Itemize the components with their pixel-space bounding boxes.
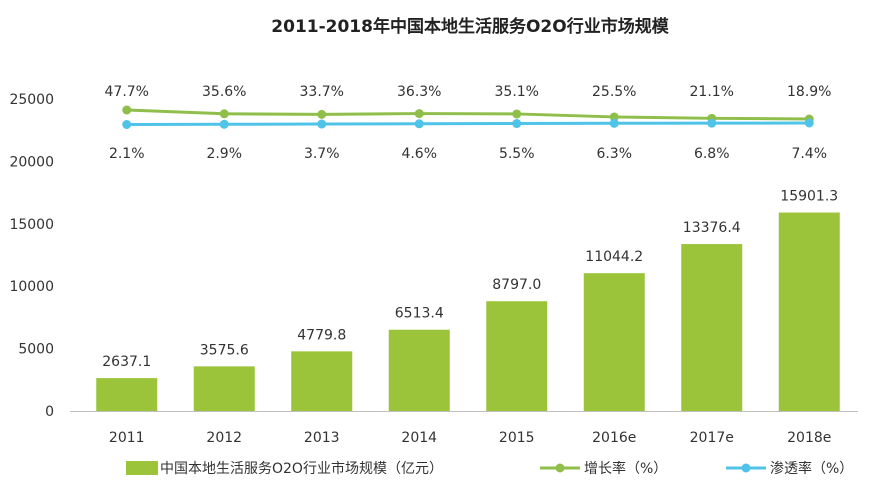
growth-rate-point [609, 112, 619, 122]
growth-rate-data-label: 33.7% [300, 84, 344, 100]
growth-rate-point [122, 105, 132, 115]
penetration-rate-legend-marker [741, 463, 751, 473]
legend: 中国本地生活服务O2O行业市场规模（亿元） 增长率（%） 渗透率（%） [126, 460, 853, 477]
lines: 47.7% 35.6% 33.7% 36.3% 35.1% 25.5% 21.1% 18.9%… [105, 84, 832, 162]
penetration-rate-point [414, 119, 424, 129]
x-tick-label: 2015 [499, 430, 535, 446]
y-tick-label: 20000 [9, 154, 54, 170]
bar [96, 378, 158, 411]
x-tick-label: 2011 [109, 430, 145, 446]
y-tick-label: 10000 [9, 279, 54, 295]
x-tick-label: 2016e [592, 430, 636, 446]
growth-rate-point [414, 109, 424, 119]
growth-rate-data-label: 21.1% [690, 84, 734, 100]
x-tick-label: 2017e [690, 430, 734, 446]
penetration-rate-data-label: 4.6% [401, 146, 437, 162]
penetration-rate-legend-label: 渗透率（%） [770, 460, 853, 477]
bar-data-label: 13376.4 [683, 220, 741, 236]
penetration-rate-data-label: 7.4% [791, 146, 827, 162]
bar [486, 301, 548, 411]
axes: 0 5000 10000 15000 20000 25000 2011 2012 2013 201… [9, 92, 858, 446]
penetration-rate-data-label: 6.3% [596, 146, 632, 162]
legend-bar-swatch [126, 461, 158, 475]
bar-data-label: 11044.2 [585, 249, 643, 265]
growth-rate-data-label: 18.9% [787, 84, 831, 100]
penetration-rate-line [126, 121, 810, 126]
penetration-rate-point [122, 120, 132, 129]
penetration-rate-point [609, 118, 619, 128]
penetration-rate-point [512, 119, 522, 129]
bars: 2637.1 3575.6 4779.8 6513.4 8797.0 11044.2 133… [96, 189, 840, 411]
x-tick-label: 2012 [206, 430, 242, 446]
growth-rate-data-label: 25.5% [592, 84, 636, 100]
penetration-rate-data-label: 2.9% [206, 146, 242, 162]
growth-rate-line [126, 108, 810, 121]
y-tick-label: 25000 [9, 92, 54, 108]
penetration-rate-data-label: 3.7% [304, 146, 340, 162]
y-tick-label: 5000 [18, 342, 54, 358]
penetration-rate-point [219, 119, 229, 129]
penetration-rate-data-label: 6.8% [694, 146, 730, 162]
y-tick-label: 15000 [9, 217, 54, 233]
legend-bar-label: 中国本地生活服务O2O行业市场规模（亿元） [160, 460, 443, 477]
bar [583, 273, 645, 411]
growth-rate-point [219, 109, 229, 119]
penetration-rate-point [707, 118, 717, 128]
growth-rate-point [317, 109, 327, 119]
x-tick-label: 2014 [401, 430, 437, 446]
bar-data-label: 3575.6 [200, 342, 249, 358]
bar [291, 351, 353, 411]
penetration-rate-data-label: 5.5% [499, 146, 535, 162]
growth-rate-data-label: 35.6% [202, 84, 246, 100]
bar [778, 212, 840, 411]
bar [388, 329, 450, 411]
x-tick-label: 2018e [787, 430, 831, 446]
chart-title: 2011-2018年中国本地生活服务O2O行业市场规模 [271, 16, 669, 37]
y-tick-label: 0 [45, 404, 54, 420]
bar [681, 244, 743, 411]
bar-data-label: 6513.4 [395, 306, 444, 322]
growth-rate-legend-marker [555, 463, 565, 473]
growth-rate-legend-label: 增长率（%） [584, 460, 667, 477]
x-tick-label: 2013 [304, 430, 340, 446]
growth-rate-data-label: 36.3% [397, 84, 441, 100]
penetration-rate-point [317, 119, 327, 129]
bar-data-label: 4779.8 [297, 327, 346, 343]
bar-data-label: 8797.0 [492, 277, 541, 293]
growth-rate-data-label: 47.7% [105, 84, 149, 100]
penetration-rate-data-label: 2.1% [109, 146, 145, 162]
bar-data-label: 2637.1 [102, 354, 151, 370]
penetration-rate-point [804, 118, 814, 128]
bar-data-label: 15901.3 [780, 189, 838, 205]
bar [193, 366, 255, 411]
growth-rate-data-label: 35.1% [495, 84, 539, 100]
growth-rate-point [512, 109, 522, 119]
